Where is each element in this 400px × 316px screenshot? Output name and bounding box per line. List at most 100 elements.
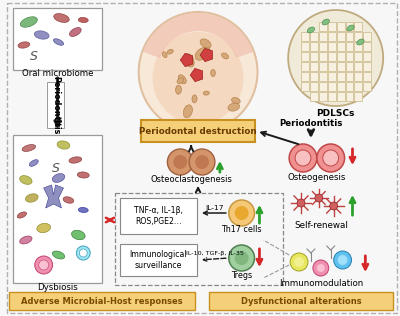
Ellipse shape xyxy=(52,173,65,182)
Circle shape xyxy=(35,256,52,274)
Circle shape xyxy=(294,257,304,267)
Bar xyxy=(354,22,362,31)
Bar xyxy=(354,62,362,71)
Bar xyxy=(328,32,336,41)
Bar xyxy=(346,22,354,31)
Ellipse shape xyxy=(203,91,209,95)
Bar xyxy=(346,62,354,71)
Ellipse shape xyxy=(357,39,364,45)
Bar xyxy=(346,82,354,91)
Ellipse shape xyxy=(177,78,184,84)
Bar xyxy=(328,22,336,31)
Ellipse shape xyxy=(195,47,209,60)
Bar xyxy=(319,32,327,41)
Bar xyxy=(337,82,344,91)
Circle shape xyxy=(289,144,317,172)
Ellipse shape xyxy=(52,251,65,259)
Circle shape xyxy=(317,144,344,172)
Circle shape xyxy=(235,251,248,265)
Ellipse shape xyxy=(77,172,89,178)
Circle shape xyxy=(229,200,254,226)
Text: S: S xyxy=(52,161,60,174)
Bar xyxy=(328,92,336,101)
Ellipse shape xyxy=(78,208,88,213)
Ellipse shape xyxy=(204,46,210,55)
Bar xyxy=(354,32,362,41)
Circle shape xyxy=(315,194,323,202)
Circle shape xyxy=(317,264,325,272)
Wedge shape xyxy=(143,13,253,58)
Text: Dysfunctional alterations: Dysfunctional alterations xyxy=(241,296,361,306)
Ellipse shape xyxy=(34,31,49,39)
Circle shape xyxy=(334,251,352,269)
Bar xyxy=(310,62,318,71)
Ellipse shape xyxy=(167,49,173,54)
Circle shape xyxy=(189,149,215,175)
Text: TNF-α, IL-1β,
ROS,PGE2…: TNF-α, IL-1β, ROS,PGE2… xyxy=(134,206,183,226)
Bar xyxy=(319,92,327,101)
Bar xyxy=(301,62,309,71)
Bar xyxy=(328,42,336,51)
Bar xyxy=(310,72,318,81)
Ellipse shape xyxy=(18,42,30,48)
Bar xyxy=(47,82,64,128)
Bar xyxy=(310,32,318,41)
Ellipse shape xyxy=(184,54,194,67)
Bar xyxy=(319,52,327,61)
Bar xyxy=(363,52,371,61)
Bar xyxy=(328,52,336,61)
Ellipse shape xyxy=(192,95,197,103)
Bar xyxy=(319,22,327,31)
Bar xyxy=(9,292,195,310)
Text: Th17 cells: Th17 cells xyxy=(221,226,262,234)
Bar xyxy=(13,135,102,283)
Text: S: S xyxy=(30,50,38,63)
Bar xyxy=(354,82,362,91)
Ellipse shape xyxy=(162,52,167,58)
Bar xyxy=(319,72,327,81)
Ellipse shape xyxy=(322,19,330,25)
Ellipse shape xyxy=(20,176,32,184)
Ellipse shape xyxy=(57,141,70,149)
Bar xyxy=(209,292,393,310)
Bar xyxy=(363,62,371,71)
Circle shape xyxy=(152,32,244,124)
Bar xyxy=(354,52,362,61)
Bar xyxy=(310,92,318,101)
Circle shape xyxy=(297,199,305,207)
Ellipse shape xyxy=(228,103,240,111)
Polygon shape xyxy=(44,185,64,208)
Ellipse shape xyxy=(63,197,74,203)
Text: Periodontitis: Periodontitis xyxy=(51,76,60,134)
Text: Immunological
surveillance: Immunological surveillance xyxy=(130,250,187,270)
Text: Oral microbiome: Oral microbiome xyxy=(22,70,93,78)
Bar xyxy=(346,42,354,51)
Text: IL-10, TGF-β, IL-35: IL-10, TGF-β, IL-35 xyxy=(186,251,244,256)
Bar xyxy=(301,52,309,61)
Bar xyxy=(328,72,336,81)
Circle shape xyxy=(295,150,311,166)
Bar xyxy=(337,52,344,61)
Bar xyxy=(328,62,336,71)
Bar xyxy=(120,244,197,276)
Ellipse shape xyxy=(307,27,314,33)
Bar xyxy=(310,52,318,61)
Text: Tregs: Tregs xyxy=(231,270,252,279)
Bar xyxy=(319,82,327,91)
Circle shape xyxy=(323,150,339,166)
Text: IL-17: IL-17 xyxy=(206,205,224,211)
Bar xyxy=(363,32,371,41)
Ellipse shape xyxy=(200,39,211,48)
Bar xyxy=(310,42,318,51)
Circle shape xyxy=(338,255,348,265)
Bar xyxy=(337,62,344,71)
Bar xyxy=(346,92,354,101)
Bar xyxy=(328,82,336,91)
Bar xyxy=(13,8,102,70)
Text: PDLSCs: PDLSCs xyxy=(316,108,355,118)
Ellipse shape xyxy=(178,75,186,84)
Circle shape xyxy=(288,10,383,106)
Bar xyxy=(354,42,362,51)
Text: Osteoclastogenesis: Osteoclastogenesis xyxy=(150,174,232,184)
Bar xyxy=(120,198,197,234)
